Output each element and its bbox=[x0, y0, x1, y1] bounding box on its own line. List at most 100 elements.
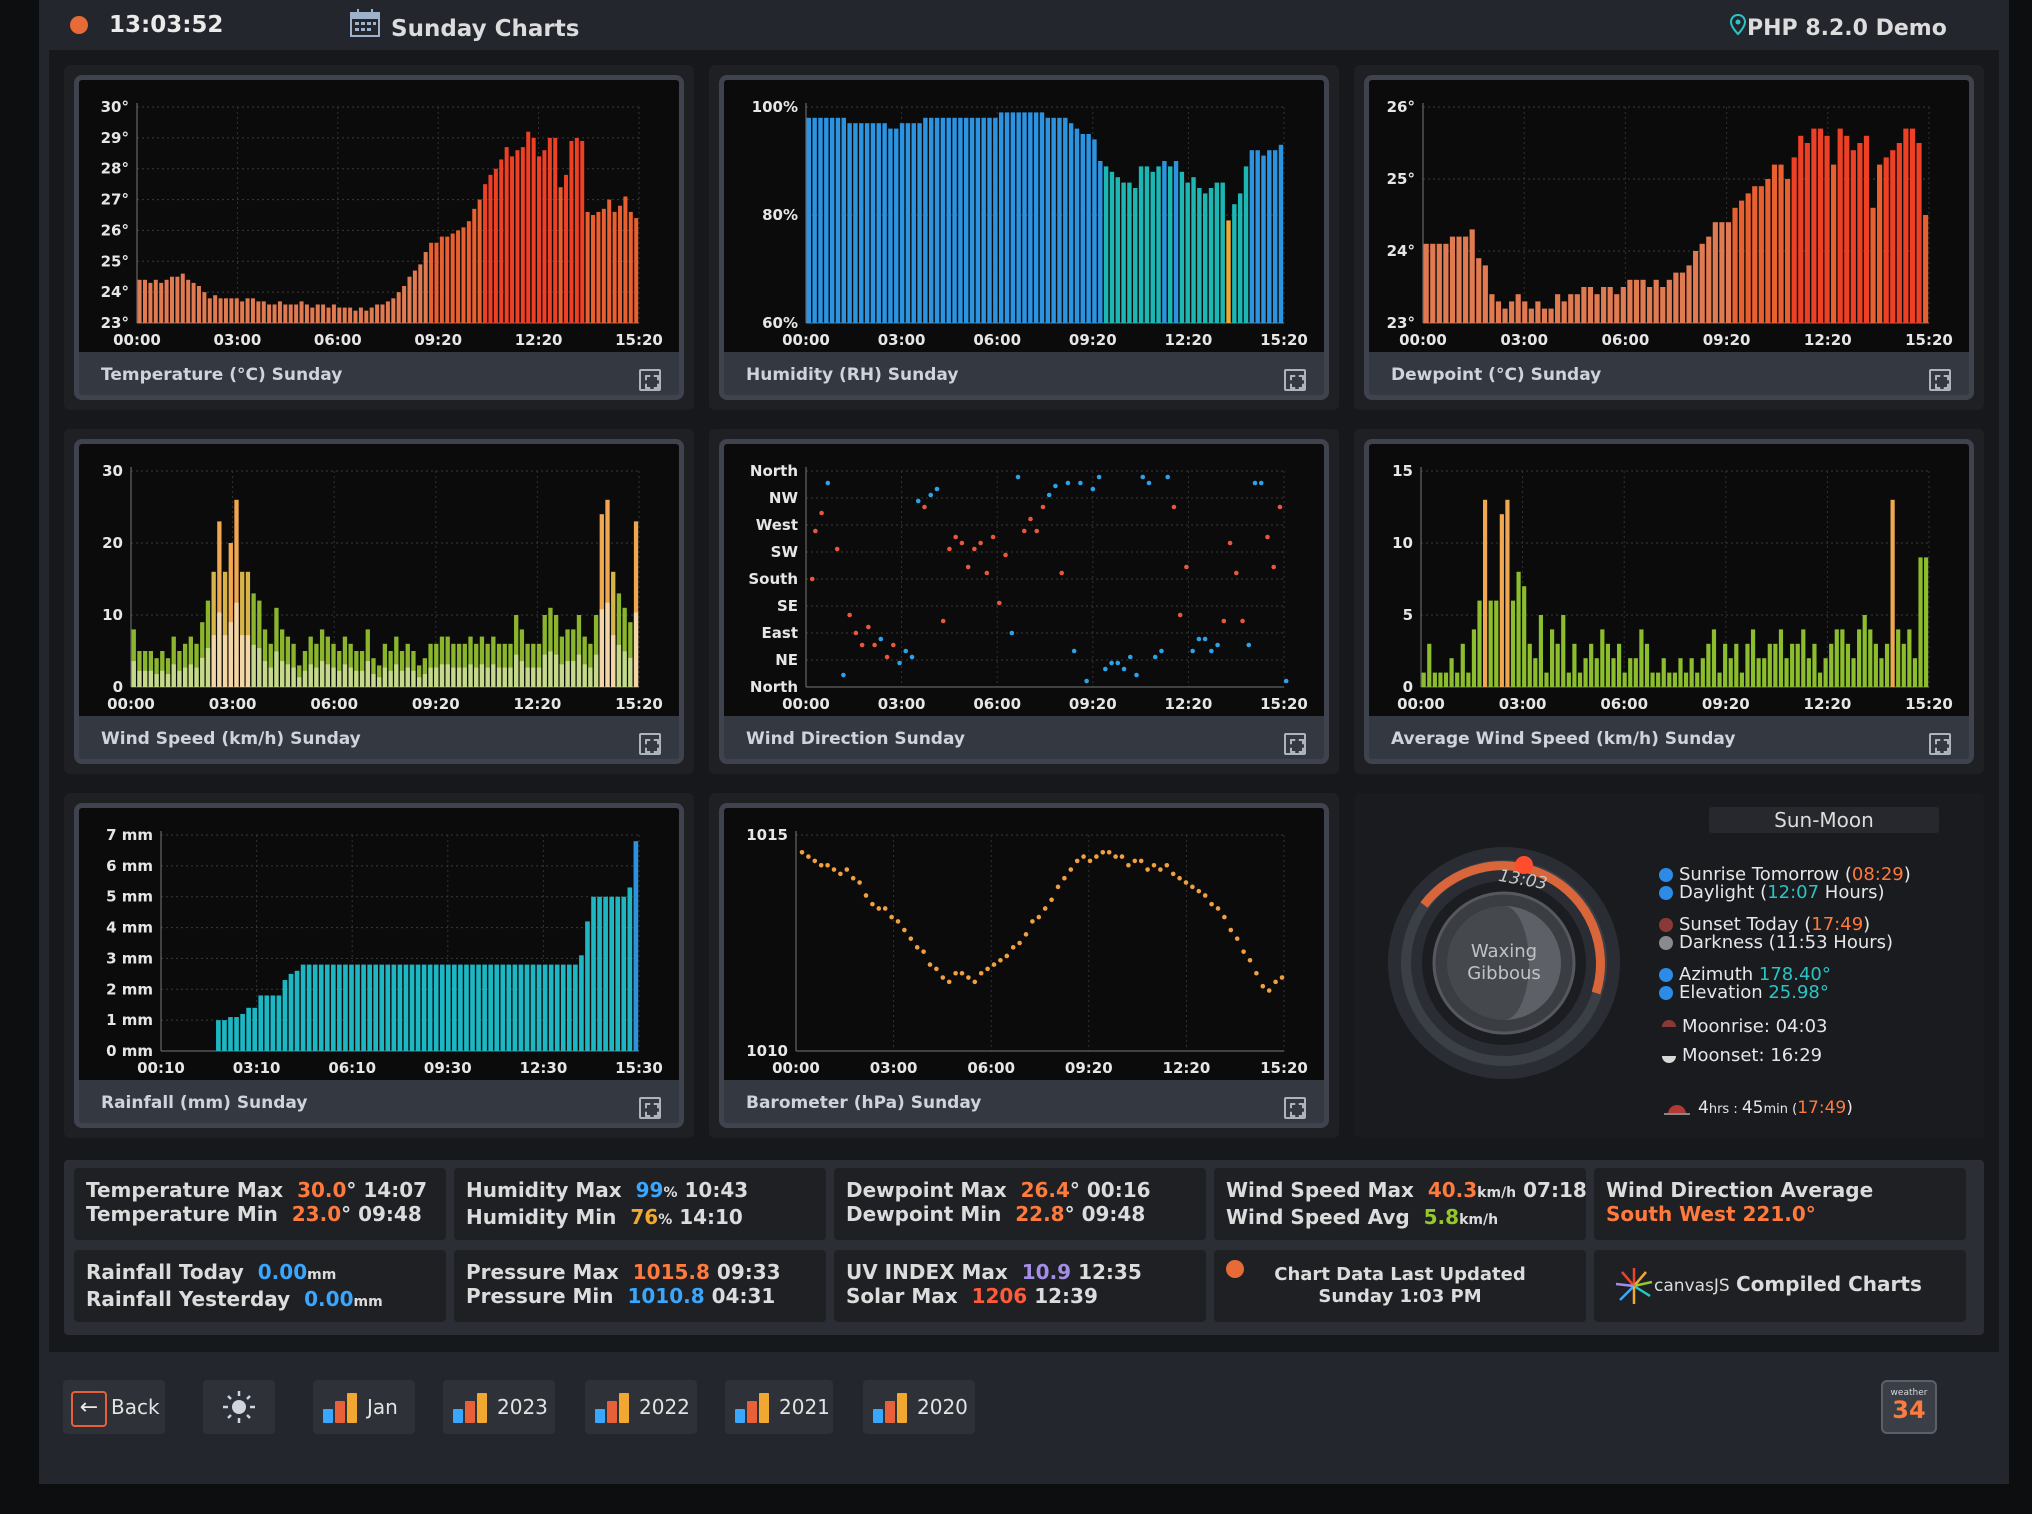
pressure-point bbox=[991, 962, 997, 967]
bar bbox=[1421, 672, 1426, 687]
bar bbox=[1896, 143, 1902, 323]
y-tick-label: 26° bbox=[1387, 98, 1415, 116]
wind-direction-point bbox=[1028, 516, 1033, 522]
expand-icon[interactable] bbox=[1284, 369, 1306, 391]
bar bbox=[1162, 161, 1167, 323]
bar bbox=[585, 211, 590, 323]
bar bbox=[308, 636, 313, 687]
bar bbox=[342, 636, 348, 687]
x-tick-label: 00:00 bbox=[772, 1059, 820, 1077]
bar bbox=[175, 276, 180, 323]
bar bbox=[380, 304, 385, 323]
bar bbox=[579, 955, 584, 1051]
expand-icon[interactable] bbox=[639, 1097, 661, 1119]
expand-icon[interactable] bbox=[1929, 733, 1951, 755]
bar bbox=[375, 304, 380, 323]
canvasjs-logo-icon bbox=[1615, 1268, 1653, 1304]
bar bbox=[1745, 643, 1750, 687]
x-tick-label: 00:00 bbox=[782, 695, 830, 713]
bar bbox=[267, 304, 272, 323]
year-2022-button[interactable]: 2022 bbox=[585, 1380, 697, 1434]
bar bbox=[633, 841, 639, 1051]
bar bbox=[1267, 150, 1272, 323]
weather34-logo[interactable]: weather 34 bbox=[1881, 1380, 1937, 1434]
bar bbox=[1628, 658, 1633, 687]
bar bbox=[520, 147, 525, 323]
bar bbox=[456, 230, 461, 323]
x-tick-label: 12:20 bbox=[1163, 1059, 1211, 1077]
bar bbox=[1028, 112, 1033, 324]
bar-gust bbox=[514, 654, 519, 687]
month-jan-button[interactable]: Jan bbox=[313, 1380, 415, 1434]
bar bbox=[439, 236, 444, 323]
pressure-point bbox=[972, 979, 978, 985]
expand-icon[interactable] bbox=[1929, 369, 1951, 391]
bar bbox=[1589, 643, 1594, 687]
x-tick-label: 06:00 bbox=[973, 331, 1021, 349]
bar bbox=[261, 301, 266, 323]
bar bbox=[847, 123, 852, 323]
bar bbox=[591, 896, 596, 1051]
bar-gust bbox=[177, 670, 182, 687]
year-2020-button[interactable]: 2020 bbox=[863, 1380, 975, 1434]
info-icon[interactable] bbox=[70, 16, 88, 34]
bar bbox=[452, 964, 457, 1051]
wind-direction-point bbox=[1165, 474, 1170, 480]
expand-icon[interactable] bbox=[1284, 733, 1306, 755]
bar bbox=[1495, 301, 1502, 323]
bar bbox=[1667, 672, 1672, 687]
theme-toggle-button[interactable] bbox=[203, 1380, 275, 1434]
x-tick-label: 00:00 bbox=[782, 331, 830, 349]
year-2023-button[interactable]: 2023 bbox=[443, 1380, 555, 1434]
bar bbox=[1004, 112, 1010, 324]
pressure-point bbox=[946, 979, 952, 985]
bar bbox=[1890, 150, 1896, 323]
pressure-point bbox=[1215, 906, 1221, 911]
bar bbox=[256, 301, 261, 323]
bar bbox=[1840, 629, 1845, 687]
bar bbox=[304, 304, 309, 323]
bar bbox=[558, 187, 563, 323]
y-tick-label: 20 bbox=[102, 534, 123, 552]
year-2021-button[interactable]: 2021 bbox=[725, 1380, 833, 1434]
bar bbox=[870, 123, 876, 323]
bar bbox=[628, 211, 633, 323]
bar bbox=[574, 137, 579, 323]
pressure-point bbox=[863, 893, 869, 898]
bar bbox=[216, 1020, 221, 1051]
bar bbox=[388, 651, 393, 687]
pressure-point bbox=[1234, 936, 1240, 941]
bar bbox=[385, 301, 390, 323]
temperature-stat: Temperature Max 30.0° 14:07 Temperature … bbox=[74, 1168, 446, 1240]
bar bbox=[628, 622, 633, 687]
expand-icon[interactable] bbox=[639, 369, 661, 391]
bar bbox=[1168, 166, 1173, 323]
bar-gust bbox=[148, 670, 154, 687]
bar-gust bbox=[291, 667, 296, 687]
wind-direction-point bbox=[997, 600, 1002, 606]
bar-gust bbox=[337, 670, 342, 687]
bar-gust bbox=[262, 661, 268, 687]
moonset-row: Moonset: 16:29 bbox=[1662, 1045, 1822, 1066]
sun-dot-icon bbox=[1659, 886, 1673, 900]
bar bbox=[1614, 294, 1620, 323]
wind-direction-point bbox=[959, 540, 965, 546]
darkness-row: Darkness (11:53 Hours) bbox=[1659, 932, 1893, 953]
expand-icon[interactable] bbox=[1284, 1097, 1306, 1119]
bar bbox=[397, 964, 403, 1051]
bar bbox=[1173, 161, 1179, 323]
back-button[interactable]: ← Back bbox=[63, 1380, 165, 1434]
bar bbox=[433, 964, 439, 1051]
bar-gust bbox=[616, 644, 622, 687]
y-tick-label: NW bbox=[769, 489, 799, 507]
sunset-row: Sunset Today (17:49) bbox=[1659, 914, 1870, 935]
y-tick-label: West bbox=[756, 516, 798, 534]
azimuth-row: Azimuth 178.40° bbox=[1659, 964, 1831, 985]
clock: 13:03:52 bbox=[109, 12, 224, 38]
bar bbox=[364, 310, 369, 323]
bar bbox=[412, 270, 417, 323]
bar bbox=[1804, 143, 1810, 323]
demo-label[interactable]: PHP 8.2.0 Demo bbox=[1747, 16, 1947, 41]
expand-icon[interactable] bbox=[639, 733, 661, 755]
pressure-point bbox=[1228, 927, 1234, 933]
